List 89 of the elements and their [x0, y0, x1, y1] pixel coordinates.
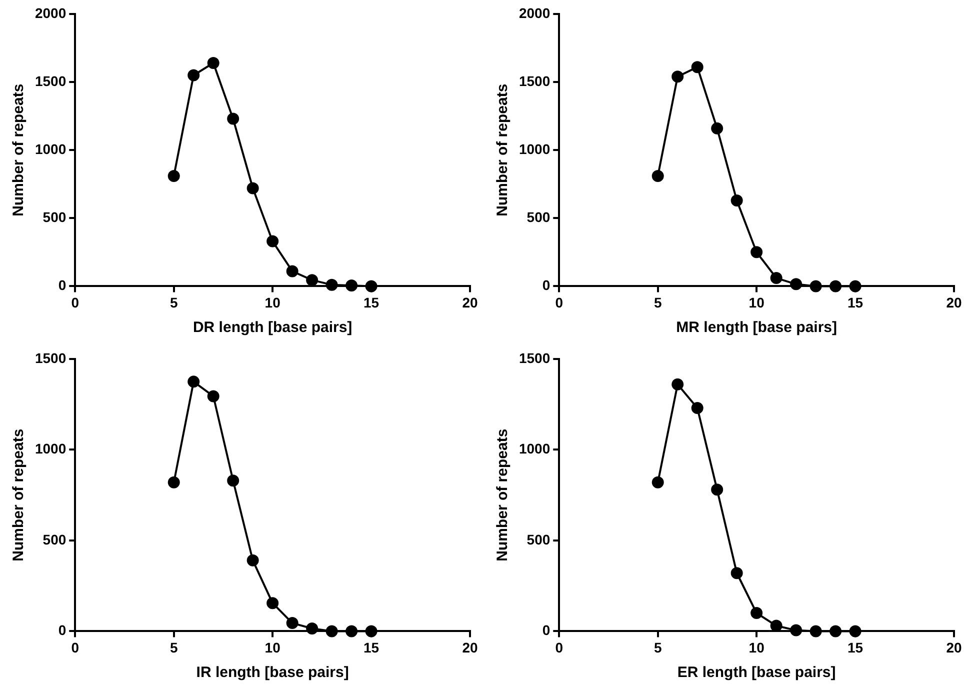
point: [188, 376, 200, 388]
point: [286, 265, 298, 278]
point: [227, 112, 240, 125]
y-tick-label: 1000: [34, 440, 66, 457]
x-tick-label: 20: [462, 294, 478, 310]
y-axis-title: Number of repeats: [494, 428, 512, 562]
point: [830, 625, 842, 638]
y-tick-label: 1500: [518, 72, 550, 89]
x-tick-label: 5: [654, 639, 662, 656]
y-tick-label: 2000: [34, 4, 66, 21]
point: [849, 625, 862, 638]
point: [346, 280, 358, 292]
point: [168, 170, 180, 182]
point: [691, 61, 704, 74]
point: [672, 378, 684, 390]
y-axis-title: Number of repeats: [10, 428, 28, 562]
y-tick-label: 500: [42, 531, 66, 548]
x-tick-label: 5: [170, 639, 178, 656]
point: [810, 625, 822, 638]
point: [326, 278, 338, 291]
point: [306, 622, 318, 634]
x-tick-label: 0: [71, 639, 80, 656]
y-tick-label: 1500: [34, 72, 66, 89]
x-tick-label: 10: [748, 294, 765, 310]
x-axis-title: ER length [base pairs]: [677, 664, 836, 682]
point: [750, 246, 763, 258]
y-axis-title: Number of repeats: [10, 84, 28, 216]
x-tick-label: 10: [748, 639, 765, 656]
x-tick-label: 5: [170, 294, 178, 310]
point: [326, 625, 338, 638]
point: [365, 280, 378, 292]
x-tick-label: 5: [654, 294, 662, 310]
point: [246, 554, 259, 566]
y-tick-label: 0: [542, 622, 550, 638]
x-tick-label: 20: [946, 294, 962, 310]
point: [207, 390, 220, 402]
y-tick-label: 500: [42, 209, 66, 226]
point: [770, 272, 782, 284]
point: [207, 56, 220, 69]
x-tick-label: 15: [847, 294, 864, 310]
y-tick-label: 0: [58, 277, 66, 294]
point: [306, 274, 318, 286]
point: [810, 280, 822, 292]
point: [790, 278, 802, 290]
point: [730, 567, 743, 580]
x-tick-label: 0: [555, 294, 564, 310]
y-tick-label: 1500: [518, 350, 550, 366]
x-axis-title: DR length [base pairs]: [192, 319, 352, 336]
point: [365, 625, 378, 638]
x-tick-label: 20: [946, 639, 962, 656]
point: [672, 70, 684, 83]
y-tick-label: 500: [526, 531, 550, 548]
x-tick-label: 10: [264, 639, 281, 656]
point: [711, 484, 724, 496]
x-tick-label: 15: [363, 639, 380, 656]
point: [188, 69, 200, 82]
y-tick-label: 1000: [518, 440, 550, 457]
point: [246, 182, 259, 194]
point: [830, 280, 842, 292]
x-tick-label: 0: [555, 639, 564, 656]
x-tick-label: 15: [847, 639, 864, 656]
point: [652, 476, 664, 488]
y-tick-label: 500: [526, 209, 550, 226]
point: [750, 607, 763, 620]
point: [652, 170, 664, 182]
y-tick-label: 1000: [518, 140, 550, 157]
point: [790, 624, 802, 636]
point: [711, 122, 724, 134]
y-tick-label: 1000: [34, 140, 66, 157]
x-axis-title: IR length [base pairs]: [196, 664, 349, 682]
y-axis-title: Number of repeats: [494, 84, 512, 216]
y-tick-label: 0: [542, 277, 550, 294]
x-tick-label: 20: [462, 639, 478, 656]
point: [286, 617, 298, 630]
point: [227, 474, 240, 487]
x-axis-title: MR length [base pairs]: [676, 319, 837, 336]
x-tick-label: 10: [264, 294, 281, 310]
x-tick-label: 0: [71, 294, 80, 310]
y-tick-label: 1500: [34, 350, 66, 366]
y-tick-label: 0: [58, 622, 66, 638]
point: [266, 235, 279, 248]
point: [168, 476, 180, 488]
point: [849, 280, 862, 292]
point: [730, 194, 743, 206]
point: [691, 402, 704, 414]
x-tick-label: 15: [363, 294, 380, 310]
y-tick-label: 2000: [518, 4, 550, 21]
point: [346, 625, 358, 638]
point: [266, 597, 279, 610]
